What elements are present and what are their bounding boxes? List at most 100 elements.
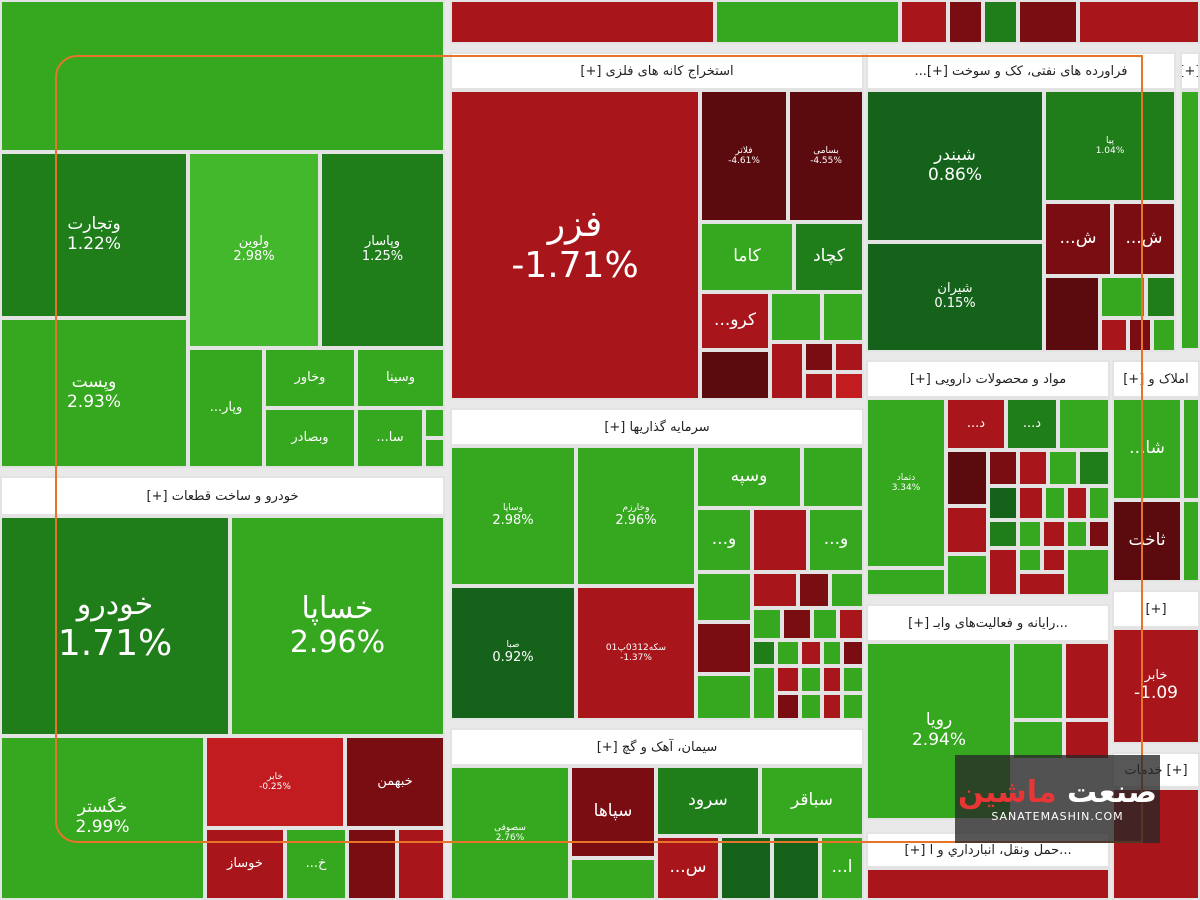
sector-header-investment[interactable]: سرمایه گذاریها [+] [450, 408, 864, 446]
tile-small-65[interactable] [946, 554, 988, 596]
tile-ddast[interactable]: دتماد 3.34% [866, 398, 946, 568]
tile-small-23[interactable] [798, 572, 830, 608]
tile-pia[interactable]: پیا 1.04% [1044, 90, 1176, 202]
tile-small-45[interactable] [570, 858, 656, 900]
tile-small-77[interactable] [1064, 720, 1110, 760]
tile-small-22[interactable] [752, 572, 798, 608]
tile-small-39[interactable] [822, 666, 842, 693]
tile-small-71[interactable] [1018, 572, 1066, 596]
tile-small-1[interactable] [424, 408, 445, 438]
tile-small-79[interactable] [866, 868, 1110, 900]
tile-small-40[interactable] [842, 666, 864, 693]
tile-small-31[interactable] [752, 640, 776, 666]
tile-small-50[interactable] [988, 450, 1018, 486]
tile-small-66[interactable] [988, 548, 1018, 596]
tile-valvin[interactable]: ولوین 2.98% [188, 152, 320, 348]
tile-sarod[interactable]: سرود [656, 766, 760, 836]
sector-header-right-mid[interactable]: [+] [1112, 590, 1200, 628]
tile-small-51[interactable] [1018, 450, 1048, 486]
tile-small-18[interactable] [1152, 318, 1176, 352]
tile-small-61[interactable] [1018, 520, 1042, 548]
tile-small-11[interactable] [804, 372, 834, 400]
tile-small-20[interactable] [752, 508, 808, 572]
tile-small-15[interactable] [1146, 276, 1176, 318]
sector-header-refining[interactable]: فراورده های نفتی، کک و سوخت [+]... [866, 52, 1176, 90]
tile-small-29[interactable] [838, 608, 864, 640]
tile-small-12[interactable] [834, 372, 864, 400]
tile-small-59[interactable] [1088, 486, 1110, 520]
tile-vo2[interactable]: ...و [808, 508, 864, 572]
tile-shiran[interactable]: شیران 0.15% [866, 242, 1044, 352]
tile-small-8[interactable] [770, 342, 804, 400]
tile-small-6[interactable] [822, 292, 864, 342]
tile-sofa[interactable]: سصوفی 2.76% [450, 766, 570, 900]
tile-small-64[interactable] [1088, 520, 1110, 548]
tile-strip-4[interactable] [948, 0, 983, 44]
tile-small-58[interactable] [1066, 486, 1088, 520]
tile-khabar[interactable]: خابر -0.25% [205, 736, 345, 828]
tile-small-30[interactable] [696, 674, 752, 720]
tile-small-62[interactable] [1042, 520, 1066, 548]
tile-small-54[interactable] [946, 506, 988, 554]
tile-vpar[interactable]: ...وپار [188, 348, 264, 468]
tile-small-42[interactable] [800, 693, 822, 720]
tile-kro[interactable]: ...کرو [700, 292, 770, 350]
tile-small-48[interactable] [1058, 398, 1110, 450]
tile-small-14[interactable] [1100, 276, 1146, 318]
tile-small-24[interactable] [830, 572, 864, 608]
tile-saba[interactable]: صبا 0.92% [450, 586, 576, 720]
tile-small-74[interactable] [1012, 642, 1064, 720]
tile-small-57[interactable] [1044, 486, 1066, 520]
tile-small-46[interactable] [720, 836, 772, 900]
tile-small-35[interactable] [842, 640, 864, 666]
tile-d2[interactable]: ...د [1006, 398, 1058, 450]
tile-strip-1[interactable] [450, 0, 715, 44]
tile-small-16[interactable] [1100, 318, 1128, 352]
tile-vtejarat[interactable]: وتجارت 1.22% [0, 152, 188, 318]
tile-small-2[interactable] [424, 438, 445, 468]
tile-small-10[interactable] [834, 342, 864, 372]
tile-small-41[interactable] [776, 693, 800, 720]
tile-small-13[interactable] [1044, 276, 1100, 352]
tile-khgostar[interactable]: خگستر 2.99% [0, 736, 205, 900]
sector-header-computer[interactable]: ...رایانه و فعالیت‌های وابـ [+] [866, 604, 1110, 642]
tile-kchad[interactable]: کچاد [794, 222, 864, 292]
tile-small-56[interactable] [1018, 486, 1044, 520]
tile-small-32[interactable] [776, 640, 800, 666]
tile-sh2[interactable]: ...ش [1112, 202, 1176, 276]
sector-header-realestate[interactable]: املاک و [+] [1112, 360, 1200, 398]
tile-khosaz[interactable]: خوساز [205, 828, 285, 900]
tile-s1[interactable]: ...س [656, 836, 720, 900]
tile-vpasar[interactable]: وپاسار 1.25% [320, 152, 445, 348]
tile-small-28[interactable] [812, 608, 838, 640]
tile-strip-3[interactable] [900, 0, 948, 44]
tile-vpost[interactable]: وپست 2.93% [0, 318, 188, 468]
tile-small-7[interactable] [700, 350, 770, 400]
tile-small-75[interactable] [1064, 642, 1110, 720]
sector-header-pharma[interactable]: مواد و محصولات دارویی [+] [866, 360, 1110, 398]
tile-strip-2[interactable] [715, 0, 900, 44]
tile-top-left[interactable] [0, 0, 445, 152]
tile-small-26[interactable] [752, 608, 782, 640]
tile-small-25[interactable] [696, 622, 752, 674]
tile-small-34[interactable] [822, 640, 842, 666]
tile-right-1[interactable] [1180, 90, 1200, 350]
tile-sh1[interactable]: ...ش [1044, 202, 1112, 276]
tile-small-5[interactable] [770, 292, 822, 342]
tile-khaber2[interactable]: خابر -1.09 [1112, 628, 1200, 744]
sector-header-mining[interactable]: استخراج کانه های فلزی [+] [450, 52, 864, 90]
tile-small-76[interactable] [1012, 720, 1064, 760]
sector-header-auto[interactable]: خودرو و ساخت قطعات [+] [0, 476, 445, 516]
tile-kama[interactable]: کاما [700, 222, 794, 292]
tile-vsapa[interactable]: وساپا 2.98% [450, 446, 576, 586]
tile-strip-5[interactable] [983, 0, 1018, 44]
tile-vkharazm[interactable]: وخارزم 2.96% [576, 446, 696, 586]
tile-small-37[interactable] [776, 666, 800, 693]
tile-small-53[interactable] [1078, 450, 1110, 486]
tile-small-55[interactable] [988, 486, 1018, 520]
tile-vkhavar[interactable]: وخاور [264, 348, 356, 408]
tile-vsina[interactable]: وسینا [356, 348, 445, 408]
tile-khodro[interactable]: خودرو 1.71% [0, 516, 230, 736]
tile-fezar[interactable]: فزر -1.71% [450, 90, 700, 400]
sector-header-cement[interactable]: سیمان، آهک و گچ [+] [450, 728, 864, 766]
